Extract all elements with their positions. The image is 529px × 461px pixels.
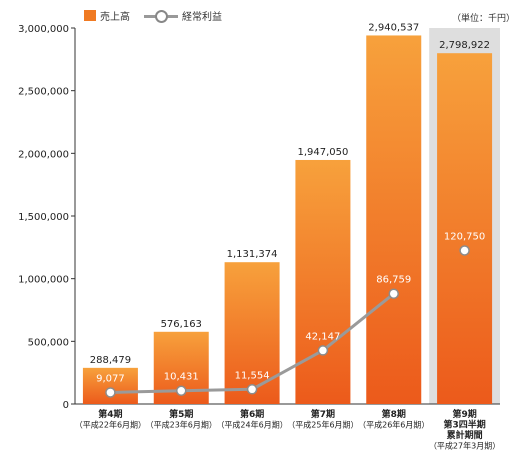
profit-value-label: 9,077 (96, 373, 125, 384)
x-category-label: 第8期 (382, 408, 406, 420)
x-category-label: 第6期 (240, 408, 264, 420)
y-tick-label: 3,000,000 (18, 24, 69, 35)
sales-bar (437, 53, 493, 404)
x-category-label: （平成23年6月期） (146, 420, 217, 430)
sales-bar (224, 262, 280, 404)
legend-sales-label: 売上高 (100, 12, 130, 23)
x-category-label: （平成26年6月期） (358, 420, 429, 430)
legend-item-ordinary-profit: 経常利益 (144, 8, 222, 23)
profit-value-label: 11,554 (235, 370, 270, 381)
sales-value-label: 1,947,050 (297, 147, 348, 158)
sales-bar (82, 367, 138, 404)
profit-point (459, 245, 470, 256)
profit-point (388, 288, 399, 299)
sales-value-label: 576,163 (161, 319, 202, 330)
x-category-label: 第5期 (169, 408, 193, 420)
x-category-label: （平成24年6月期） (216, 420, 287, 430)
x-category-label: 累計期間 (447, 429, 483, 441)
sales-value-label: 2,798,922 (439, 40, 490, 51)
profit-value-label: 10,431 (164, 372, 199, 383)
y-tick-label: 2,500,000 (18, 87, 69, 98)
x-category-label: 第4期 (98, 408, 122, 420)
profit-point (176, 385, 187, 396)
sales-bar (295, 159, 351, 404)
y-tick-label: 2,000,000 (18, 149, 69, 160)
sales-value-label: 1,131,374 (227, 249, 278, 260)
profit-value-label: 120,750 (444, 231, 485, 242)
profit-value-label: 42,147 (305, 331, 340, 342)
profit-value-label: 86,759 (376, 275, 411, 286)
legend: 売上高 経常利益 (84, 8, 236, 23)
y-tick-label: 0 (63, 400, 69, 411)
profit-point (246, 384, 258, 395)
profit-point (317, 345, 329, 356)
legend-bar-swatch (84, 10, 96, 21)
x-category-label: （平成25年6月期） (287, 420, 358, 430)
sales-bar (366, 35, 422, 404)
x-category-label: 第3四半期 (443, 419, 485, 431)
unit-label: （単位：千円） (451, 14, 515, 24)
profit-point (105, 387, 116, 398)
x-category-label: （平成22年6月期） (75, 420, 146, 430)
sales-value-label: 288,479 (90, 355, 131, 366)
x-category-label: （平成27年3月期） (429, 441, 500, 451)
y-tick-label: 1,000,000 (18, 275, 69, 286)
sales-value-label: 2,940,537 (368, 22, 419, 33)
y-tick-label: 500,000 (28, 337, 69, 348)
y-tick-label: 1,500,000 (18, 212, 69, 223)
legend-profit-label: 経常利益 (182, 12, 222, 23)
legend-item-sales: 売上高 (84, 8, 130, 23)
x-category-label: 第9期 (452, 408, 476, 420)
x-category-label: 第7期 (311, 408, 335, 420)
legend-line-swatch (144, 9, 178, 23)
